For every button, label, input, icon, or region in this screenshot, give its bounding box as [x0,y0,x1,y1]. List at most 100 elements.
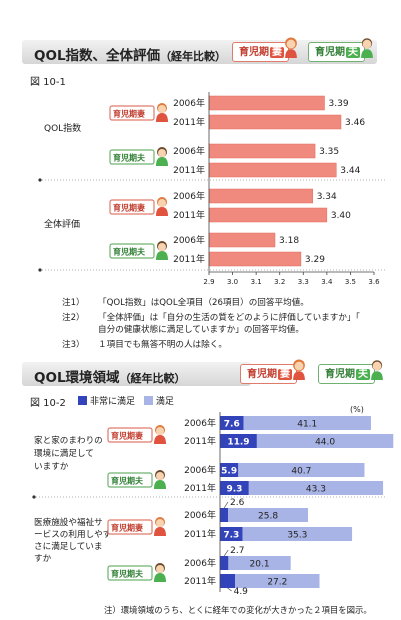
husband-avatar-icon [154,470,166,489]
legend-label-very-satisfied: 非常に満足 [90,397,136,407]
badge-box [109,243,155,259]
chart2-badge-wife: 育児期妻 [107,517,166,536]
chart1-value-label: 3.35 [319,147,339,157]
chart2-badge-husband: 育児期夫 [107,563,166,582]
badge-mark: 夫 [346,47,360,58]
section1-title: QOL指数、全体評価（経年比較） [34,44,226,64]
chart2-group-label-line: 環境に満足して [34,447,94,459]
wife-avatar-icon [285,37,297,58]
chart2-year-label: 2006年 [184,509,216,521]
chart1-badge-husband: 育児期夫 [109,241,168,260]
badge-text: 育児期妻 [111,431,143,441]
badge-box [109,149,155,165]
chart1-tick-label: 3.0 [227,278,238,286]
badge-text: 育児期妻 [113,109,145,119]
chart2-value-label-satisfied: 43.3 [306,485,326,495]
chart2-year-label: 2011年 [184,575,216,587]
chart2-badge-husband: 育児期夫 [107,470,166,489]
chart2-value-label-satisfied: 27.2 [267,578,287,588]
chart1-separator-dot [38,178,42,182]
chart2-bar-satisfied [228,508,309,522]
badge-text: 育児期夫 [113,247,146,257]
chart2-group-label-line: すか [34,553,52,564]
chart1-tick-label: 3.2 [274,278,285,286]
section1-header: QOL指数、全体評価（経年比較） 育児期妻 育児期夫 [0,34,401,70]
chart2-separator-dot [32,495,36,499]
chart2-leader-line [223,501,229,509]
badge-text: 育児期妻 [113,203,145,213]
badge-text: 育児期 [247,369,277,380]
wife-avatar-icon [156,103,168,122]
chart2-group-label-line: いますか [34,461,69,472]
chart2-value-label-very-satisfied: 5.9 [221,467,237,477]
chart2-legend: 非常に満足 満足 [72,394,174,407]
badge-box [107,427,153,443]
section2-title-sub: （経年比較） [119,372,186,385]
badge-box [109,199,155,215]
chart2-value-label-satisfied: 40.7 [291,467,311,477]
chart1-tick-label: 3.3 [298,278,309,286]
section2-header-band [22,362,251,386]
chart2-group-label-line: さに満足していま [34,541,103,552]
chart2-bar-satisfied [228,556,291,570]
chart2-group-label-line: 家と家のまわりの [34,434,103,446]
figure1-label: 図 10-1 [30,77,66,88]
legend-swatch-satisfied [143,396,153,405]
chart2-value-label-very-satisfied: 2.6 [230,498,245,508]
badge-text: 育児期 [239,47,269,58]
chart1-separator-dot [38,268,42,272]
section1-badge-wife: 育児期妻 [232,42,289,62]
badge-mark: 妻 [270,47,284,58]
chart1-value-label: 3.40 [331,211,351,221]
husband-avatar-icon [361,38,373,58]
badge-mark: 夫 [356,369,370,380]
chart1-badge-husband: 育児期夫 [109,147,168,166]
chart2-year-label: 2006年 [184,464,216,476]
note-text: １項目でも無答不明の人は除く。 [98,340,227,350]
husband-avatar-icon [371,360,383,380]
chart2-value-label-satisfied: 25.8 [258,512,278,522]
chart2-group-label-line: ービスの利用しやす [34,528,111,540]
legend-swatch-very-satisfied [78,396,87,405]
note-number: 注3） [62,340,85,350]
note-number: 注2） [62,313,85,323]
chart2-bar-very-satisfied [220,463,239,477]
chart1-year-label: 2006年 [173,145,205,157]
chart2-bar-satisfied [256,434,394,448]
chart2-bar-satisfied [243,416,371,430]
badge-box [107,472,153,488]
chart2-bar-very-satisfied [220,434,257,448]
section2-title-text: QOL環境領域 [34,370,120,386]
chart1-year-label: 2011年 [173,209,205,221]
note-number: 注1） [62,298,85,308]
chart1-badge-wife: 育児期妻 [109,197,168,216]
chart2-leader-line [223,549,229,557]
legend-label-satisfied: 満足 [155,397,174,407]
chart2-bar-very-satisfied [220,508,229,522]
chart2-year-label: 2011年 [184,435,216,447]
chart1-group-label: QOL指数 [44,122,81,134]
badge-box [107,519,153,535]
chart1-value-label: 3.34 [317,192,337,202]
husband-avatar-icon [156,147,168,166]
chart2-bar-satisfied [248,481,384,495]
chart2-bar-satisfied [242,527,353,541]
note-text: 自分の健康状態に満足していますか」の回答平均値。 [98,325,304,335]
chart2-value-label-very-satisfied: 11.9 [227,438,249,448]
chart1-year-label: 2006年 [173,190,205,202]
badge-text: 育児期夫 [111,569,144,579]
section1-title-sub: （経年比較） [160,50,227,63]
section2-title: QOL環境領域（経年比較） [34,366,186,386]
chart2-bar-very-satisfied [220,416,244,430]
badge-text: 育児期 [315,47,345,58]
chart1-tick-label: 3.1 [251,278,262,286]
chart1-tick-label: 3.6 [368,278,380,286]
wife-avatar-icon [154,517,166,536]
badge-text: 育児期夫 [113,153,146,163]
chart1-tick-label: 2.9 [203,278,214,286]
chart2-group-label-line: 医療施設や福祉サ [34,516,103,528]
chart2-bar-very-satisfied [220,527,243,541]
chart1-year-label: 2006年 [173,234,205,246]
